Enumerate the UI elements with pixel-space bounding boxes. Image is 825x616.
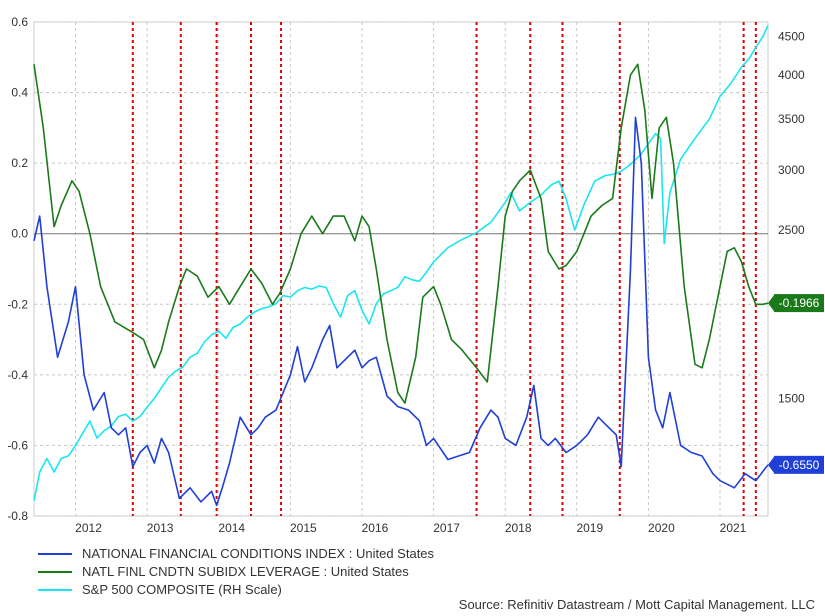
x-tick-label: 2016 (362, 521, 389, 535)
legend-swatch-leverage (38, 571, 72, 573)
legend-item-leverage: NATL FINL CNDTN SUBIDX LEVERAGE : United… (38, 563, 434, 581)
right-tick-label: 3000 (778, 163, 805, 177)
x-tick-label: 2020 (648, 521, 675, 535)
grid-layer (33, 21, 769, 517)
last-value-badge-0: -0.6550 (768, 455, 824, 474)
right-tick-label: 2500 (778, 223, 805, 237)
source-note: Source: Refinitiv Datastream / Mott Capi… (458, 597, 815, 612)
chart-svg: 0.6 0.4 0.2 0.0 -0.2 -0.4 -0.6 -0.8 4500 4000 3500… (7, 15, 824, 535)
series-line-0 (33, 116, 769, 507)
series-line-2 (33, 25, 769, 501)
x-tick-label: 2013 (147, 521, 174, 535)
left-tick-label: 0.4 (11, 86, 28, 100)
x-tick-label: 2021 (720, 521, 747, 535)
legend-swatch-sp500 (38, 589, 72, 591)
right-tick-label: 4500 (778, 29, 805, 43)
axis-layer: 0.6 0.4 0.2 0.0 -0.2 -0.4 -0.6 -0.8 4500 4000 3500… (7, 15, 805, 535)
last-value-badge-1: -0.1966 (768, 294, 824, 313)
legend-label-nfci: NATIONAL FINANCIAL CONDITIONS INDEX : Un… (82, 546, 435, 561)
right-tick-label: 3500 (778, 112, 805, 126)
right-tick-label: 4000 (778, 68, 805, 82)
left-tick-label: -0.6 (7, 438, 28, 452)
x-tick-label: 2017 (433, 521, 460, 535)
left-tick-label: 0.6 (11, 15, 28, 29)
badge-box (774, 455, 824, 474)
right-tick-label: 1500 (778, 391, 805, 405)
left-tick-label: 0.0 (11, 227, 28, 241)
x-tick-label: 2019 (576, 521, 603, 535)
x-tick-label: 2018 (505, 521, 532, 535)
legend-swatch-nfci (38, 553, 72, 555)
badge-pointer (768, 456, 774, 473)
legend-label-leverage: NATL FINL CNDTN SUBIDX LEVERAGE : United… (82, 564, 409, 579)
legend-item-nfci: NATIONAL FINANCIAL CONDITIONS INDEX : Un… (38, 545, 434, 563)
legend: NATIONAL FINANCIAL CONDITIONS INDEX : Un… (38, 545, 434, 599)
x-tick-label: 2014 (218, 521, 245, 535)
x-tick-label: 2012 (75, 521, 102, 535)
series-line-1 (33, 63, 769, 404)
x-tick-label: 2015 (290, 521, 317, 535)
plot-frame (33, 21, 769, 517)
series-layer (33, 25, 769, 507)
left-tick-label: -0.2 (7, 297, 28, 311)
badge-layer: -0.1966 -0.6550 (768, 294, 824, 474)
left-tick-label: -0.4 (7, 368, 28, 382)
badge-box (774, 294, 824, 313)
legend-item-sp500: S&P 500 COMPOSITE (RH Scale) (38, 581, 434, 599)
vertical-markers (131, 22, 757, 516)
left-tick-label: 0.2 (11, 156, 28, 170)
legend-label-sp500: S&P 500 COMPOSITE (RH Scale) (82, 582, 282, 597)
badge-label: -0.1966 (779, 296, 820, 310)
left-tick-label: -0.8 (7, 509, 28, 523)
badge-pointer (768, 295, 774, 312)
badge-label: -0.6550 (779, 458, 820, 472)
